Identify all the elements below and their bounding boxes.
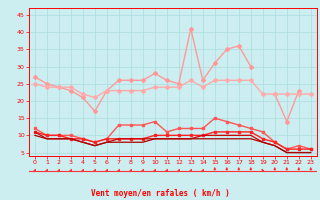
Text: Vent moyen/en rafales ( km/h ): Vent moyen/en rafales ( km/h ) [91,189,229,198]
